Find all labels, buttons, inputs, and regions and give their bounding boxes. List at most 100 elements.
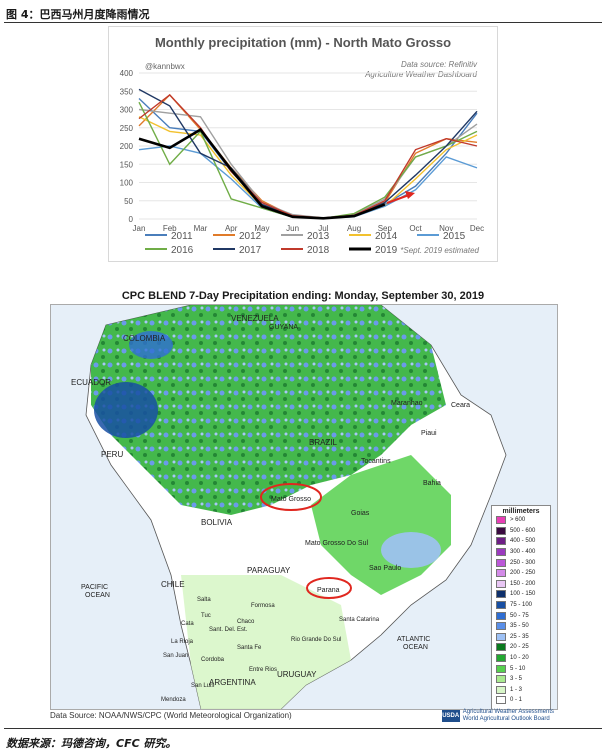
usda-logo: USDA — [441, 710, 460, 722]
chart-legend: 2011 2012 2013 2014 2015 2016 2017 2018 2019 — [145, 231, 466, 256]
label-brazil: BRAZIL — [309, 438, 338, 447]
y-tick-label: 250 — [120, 124, 134, 133]
y-tick-label: 100 — [120, 179, 134, 188]
label-cordoba: Cordoba — [201, 657, 225, 663]
label-atlantic-2: OCEAN — [403, 644, 428, 651]
chart-title: Monthly precipitation (mm) - North Mato … — [155, 35, 451, 50]
legend-label-2017: 2017 — [239, 245, 262, 256]
legend-row: 100 - 150 — [492, 589, 550, 600]
label-la-rioja: La Rioja — [171, 639, 194, 645]
label-formosa: Formosa — [251, 603, 275, 609]
legend-row: 5 - 10 — [492, 663, 550, 674]
legend-label-2016: 2016 — [171, 245, 194, 256]
legend-row: 0 - 1 — [492, 695, 550, 706]
precipitation-chart: Monthly precipitation (mm) - North Mato … — [108, 26, 498, 262]
label-guyana: GUYANA — [269, 324, 298, 331]
estimate-note: *Sept. 2019 estimated — [400, 246, 479, 255]
legend-row: 250 - 300 — [492, 557, 550, 568]
legend-range-label: 200 - 250 — [510, 570, 536, 577]
legend-row: 150 - 200 — [492, 579, 550, 590]
legend-color-swatch — [496, 526, 506, 535]
legend-color-swatch — [496, 548, 506, 557]
label-venezuela: VENEZUELA — [231, 314, 279, 323]
label-mato-grosso-do-sul: Mato Grosso Do Sul — [305, 540, 368, 547]
label-atlantic-1: ATLANTIC — [397, 636, 430, 643]
x-tick-label: Aug — [347, 224, 361, 233]
label-entre-rios: Entre Rios — [249, 667, 277, 673]
legend-range-label: 300 - 400 — [510, 549, 536, 556]
precipitation-map-panel: CPC BLEND 7-Day Precipitation ending: Mo… — [48, 290, 558, 724]
legend-row: 500 - 600 — [492, 526, 550, 537]
legend-range-label: 250 - 300 — [510, 559, 536, 566]
legend-color-swatch — [496, 632, 506, 641]
legend-label-2018: 2018 — [307, 245, 330, 256]
map-title: CPC BLEND 7-Day Precipitation ending: Mo… — [121, 290, 485, 302]
y-tick-label: 50 — [124, 197, 133, 206]
legend-row: 3 - 5 — [492, 674, 550, 685]
legend-range-label: 5 - 10 — [510, 665, 526, 672]
map-svg: VENEZUELA GUYANA COLOMBIA ECUADOR PERU B… — [51, 305, 557, 709]
label-paraguay: PARAGUAY — [247, 566, 291, 575]
precipitation-legend: millimeters > 600 500 - 600 400 - 500 300 -… — [491, 505, 551, 709]
label-sao-paulo: Sao Paulo — [369, 565, 401, 572]
series-line-2018 — [138, 93, 478, 219]
mato-grosso-highlight — [260, 483, 322, 511]
legend-range-label: 20 - 25 — [510, 644, 529, 651]
label-bolivia: BOLIVIA — [201, 518, 233, 527]
trend-arrow — [386, 191, 415, 204]
label-uruguay: URUGUAY — [277, 670, 317, 679]
x-tick-label: Dec — [470, 224, 484, 233]
label-ceara: Ceara — [451, 402, 470, 409]
y-tick-label: 150 — [120, 160, 134, 169]
series-line-2013 — [138, 108, 478, 219]
legend-color-swatch — [496, 685, 506, 694]
legend-color-swatch — [496, 622, 506, 631]
legend-range-label: > 600 — [510, 517, 526, 524]
usda-agency: Agricultural Weather Assessments World A… — [463, 709, 554, 723]
legend-row: 200 - 250 — [492, 568, 550, 579]
parana-highlight — [306, 577, 352, 599]
legend-color-swatch — [496, 579, 506, 588]
legend-color-swatch — [496, 664, 506, 673]
label-colombia: COLOMBIA — [123, 334, 166, 343]
series-line-2014 — [138, 116, 478, 219]
label-san-juan: San Juan — [163, 653, 188, 659]
y-tick-label: 400 — [120, 69, 134, 78]
legend-color-swatch — [496, 537, 506, 546]
heavy-rain-ecuador — [94, 382, 158, 438]
y-tick-label: 0 — [129, 215, 134, 224]
x-tick-label: Jan — [133, 224, 146, 233]
label-parana: Parana — [317, 587, 340, 594]
light-rain-south — [181, 575, 351, 709]
legend-label-2013: 2013 — [307, 231, 330, 242]
agency-line-1: Agricultural Weather Assessments — [462, 709, 554, 715]
legend-label-2019: 2019 — [375, 245, 398, 256]
legend-range-label: 3 - 5 — [510, 676, 523, 683]
label-piaui: Piaui — [421, 430, 437, 437]
label-pacific-2: OCEAN — [85, 592, 110, 599]
rain-sao-paulo — [381, 532, 441, 568]
label-san-luis: San Luis — [191, 683, 214, 689]
label-bahia: Bahia — [423, 480, 441, 487]
legend-title: millimeters — [502, 508, 540, 515]
legend-color-swatch — [496, 516, 506, 525]
heavy-rain-colombia — [129, 331, 173, 359]
legend-color-swatch — [496, 558, 506, 567]
legend-row: 400 - 500 — [492, 536, 550, 547]
label-mendoza: Mendoza — [161, 697, 186, 703]
legend-label-2011: 2011 — [171, 231, 193, 242]
label-chaco: Chaco — [237, 619, 255, 625]
legend-row: 10 - 20 — [492, 653, 550, 664]
x-tick-label: Oct — [409, 224, 422, 233]
legend-range-label: 150 - 200 — [510, 580, 536, 587]
label-argentina: ARGENTINA — [209, 678, 256, 687]
legend-range-label: 500 - 600 — [510, 527, 536, 534]
legend-row: 1 - 3 — [492, 685, 550, 696]
series-line-2012 — [138, 93, 478, 219]
y-tick-label: 200 — [120, 142, 134, 151]
legend-range-label: 75 - 100 — [510, 602, 533, 609]
legend-label-2012: 2012 — [239, 231, 262, 242]
legend-row: 35 - 50 — [492, 621, 550, 632]
top-divider — [4, 22, 602, 23]
chart-y-ticks: 0 50 100 150 200 250 300 350 400 — [120, 69, 134, 224]
